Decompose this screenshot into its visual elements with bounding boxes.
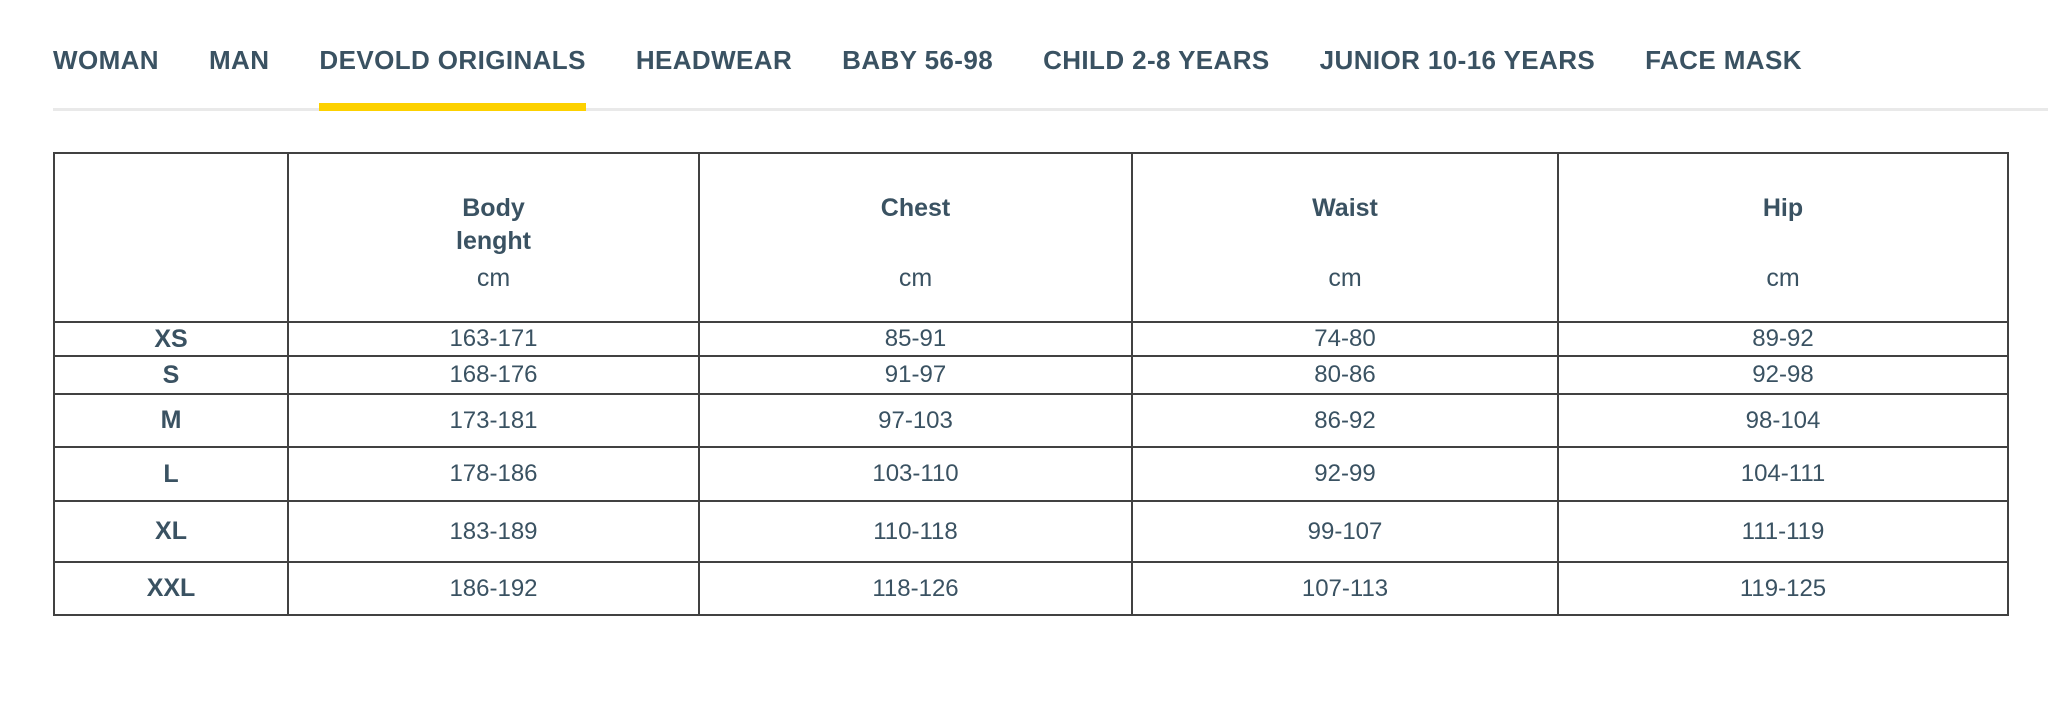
size-chart-table: Body lenght cm Chest cm Waist cm Hip cm [53, 152, 2009, 616]
table-row: XS 163-171 85-91 74-80 89-92 [53, 321, 2009, 357]
header-title: Waist [1312, 194, 1378, 222]
header-title: lenght [456, 227, 531, 255]
hip-cell: 98-104 [1557, 393, 2009, 448]
header-title [700, 225, 1131, 258]
header-unit [55, 262, 287, 295]
size-cell: XXL [53, 561, 289, 616]
column-header-size [53, 152, 289, 323]
header-title: Body [462, 194, 525, 222]
hip-cell: 104-111 [1557, 446, 2009, 502]
size-cell: XL [53, 500, 289, 563]
chest-cell: 91-97 [698, 355, 1133, 395]
column-header-body-length: Body lenght cm [287, 152, 700, 323]
table-row: L 178-186 103-110 92-99 104-111 [53, 446, 2009, 502]
chest-cell: 118-126 [698, 561, 1133, 616]
body-length-cell: 173-181 [287, 393, 700, 448]
tab-man[interactable]: MAN [208, 45, 270, 75]
header-title: Chest [880, 194, 951, 222]
header-title: Hip [1762, 194, 1804, 222]
tab-face-mask[interactable]: FACE MASK [1645, 45, 1802, 75]
waist-cell: 74-80 [1131, 321, 1559, 357]
column-header-chest: Chest cm [698, 152, 1133, 323]
size-cell: XS [53, 321, 289, 357]
tab-child-2-8-years[interactable]: CHILD 2-8 YEARS [1043, 45, 1270, 75]
body-length-cell: 178-186 [287, 446, 700, 502]
body-length-cell: 183-189 [287, 500, 700, 563]
body-length-cell: 163-171 [287, 321, 700, 357]
tab-devold-originals[interactable]: DEVOLD ORIGINALS [319, 47, 586, 111]
header-unit: cm [476, 264, 511, 292]
header-title [1559, 225, 2007, 258]
hip-cell: 119-125 [1557, 561, 2009, 616]
waist-cell: 92-99 [1131, 446, 1559, 502]
tab-headwear[interactable]: HEADWEAR [635, 45, 793, 75]
size-cell: M [53, 393, 289, 448]
header-title [55, 192, 287, 225]
waist-cell: 107-113 [1131, 561, 1559, 616]
chest-cell: 110-118 [698, 500, 1133, 563]
table-row: XXL 186-192 118-126 107-113 119-125 [53, 561, 2009, 616]
hip-cell: 89-92 [1557, 321, 2009, 357]
header-unit: cm [898, 264, 933, 292]
size-chart-tab-bar: WOMAN MAN DEVOLD ORIGINALS HEADWEAR BABY… [53, 47, 2048, 111]
waist-cell: 99-107 [1131, 500, 1559, 563]
chest-cell: 103-110 [698, 446, 1133, 502]
waist-cell: 86-92 [1131, 393, 1559, 448]
chest-cell: 97-103 [698, 393, 1133, 448]
table-row: S 168-176 91-97 80-86 92-98 [53, 355, 2009, 395]
body-length-cell: 186-192 [287, 561, 700, 616]
column-header-waist: Waist cm [1131, 152, 1559, 323]
size-cell: S [53, 355, 289, 395]
size-cell: L [53, 446, 289, 502]
header-row: Body lenght cm Chest cm Waist cm Hip cm [53, 152, 2009, 323]
header-unit: cm [1766, 264, 1800, 292]
tab-woman[interactable]: WOMAN [53, 45, 159, 75]
header-unit: cm [1328, 264, 1362, 292]
waist-cell: 80-86 [1131, 355, 1559, 395]
body-length-cell: 168-176 [287, 355, 700, 395]
column-header-hip: Hip cm [1557, 152, 2009, 323]
table-row: M 173-181 97-103 86-92 98-104 [53, 393, 2009, 448]
hip-cell: 92-98 [1557, 355, 2009, 395]
header-title [1133, 225, 1557, 258]
hip-cell: 111-119 [1557, 500, 2009, 563]
table-row: XL 183-189 110-118 99-107 111-119 [53, 500, 2009, 563]
tab-baby-56-98[interactable]: BABY 56-98 [842, 45, 994, 75]
tab-junior-10-16-years[interactable]: JUNIOR 10-16 YEARS [1319, 45, 1596, 75]
header-title [55, 225, 287, 258]
chest-cell: 85-91 [698, 321, 1133, 357]
